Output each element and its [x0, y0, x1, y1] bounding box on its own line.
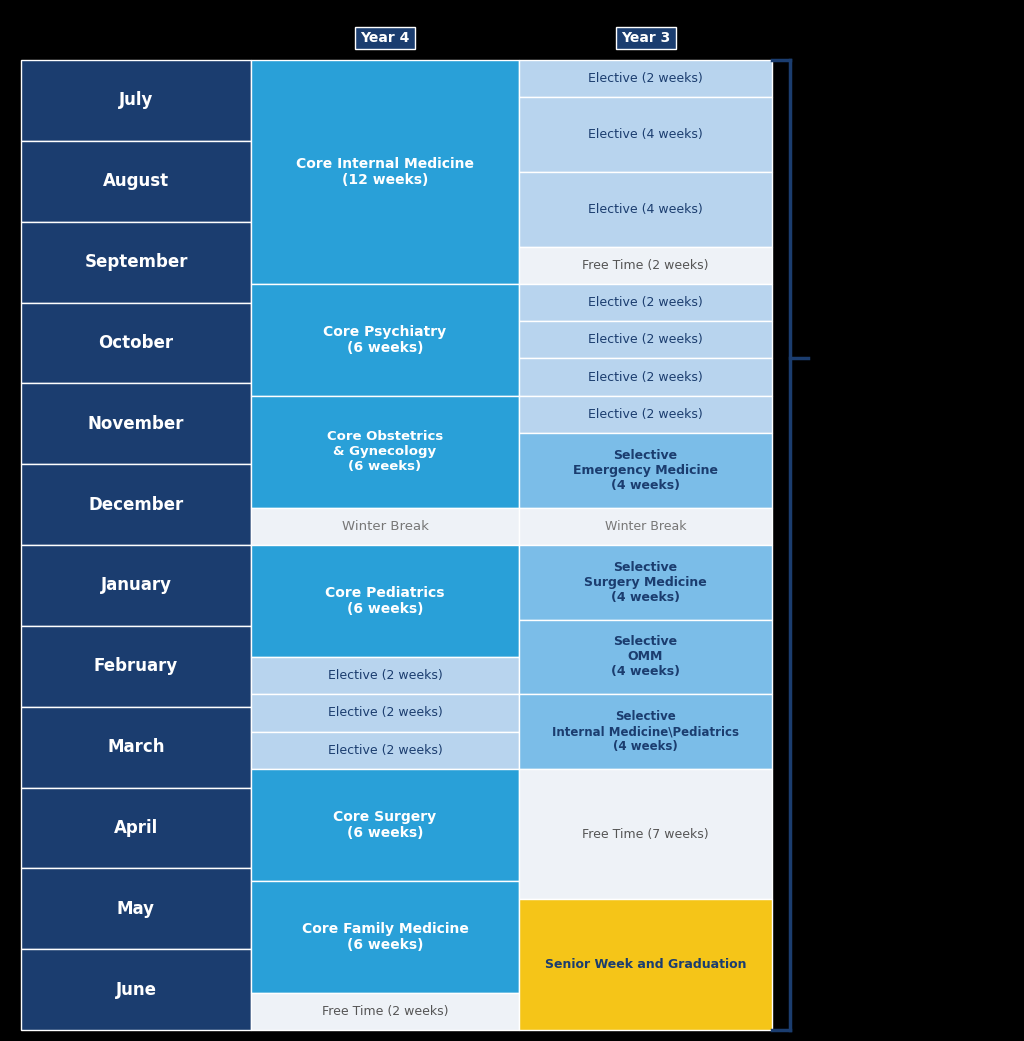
- Text: Selective
Surgery Medicine
(4 weeks): Selective Surgery Medicine (4 weeks): [584, 561, 707, 604]
- Bar: [251, 769, 519, 881]
- Text: December: December: [88, 496, 183, 513]
- Bar: [22, 60, 251, 141]
- Bar: [251, 60, 519, 284]
- Bar: [22, 626, 251, 707]
- Text: Winter Break: Winter Break: [605, 519, 686, 533]
- Text: Elective (2 weeks): Elective (2 weeks): [588, 371, 702, 384]
- Text: Elective (2 weeks): Elective (2 weeks): [588, 408, 702, 421]
- Text: Elective (2 weeks): Elective (2 weeks): [588, 72, 702, 85]
- Bar: [251, 396, 519, 508]
- Bar: [519, 284, 772, 322]
- Text: August: August: [103, 172, 169, 191]
- Bar: [22, 545, 251, 626]
- Bar: [22, 303, 251, 383]
- Text: Free Time (2 weeks): Free Time (2 weeks): [322, 1005, 449, 1018]
- Text: Elective (2 weeks): Elective (2 weeks): [328, 707, 442, 719]
- Bar: [22, 222, 251, 303]
- Text: Core Obstetrics
& Gynecology
(6 weeks): Core Obstetrics & Gynecology (6 weeks): [327, 430, 443, 474]
- Text: Core Pediatrics
(6 weeks): Core Pediatrics (6 weeks): [326, 586, 444, 616]
- Text: Free Time (7 weeks): Free Time (7 weeks): [583, 828, 709, 841]
- Text: Winter Break: Winter Break: [342, 519, 428, 533]
- Text: Elective (2 weeks): Elective (2 weeks): [588, 296, 702, 309]
- Bar: [22, 949, 251, 1030]
- Bar: [22, 141, 251, 222]
- Text: Selective
Emergency Medicine
(4 weeks): Selective Emergency Medicine (4 weeks): [573, 449, 718, 492]
- Text: Year 4: Year 4: [360, 31, 410, 45]
- Text: Free Time (2 weeks): Free Time (2 weeks): [583, 259, 709, 272]
- Bar: [519, 97, 772, 172]
- Bar: [519, 899, 772, 1030]
- Bar: [519, 508, 772, 545]
- Bar: [519, 60, 772, 97]
- Text: Core Internal Medicine
(12 weeks): Core Internal Medicine (12 weeks): [296, 157, 474, 187]
- Bar: [251, 694, 519, 732]
- Text: Selective
OMM
(4 weeks): Selective OMM (4 weeks): [611, 635, 680, 679]
- Bar: [519, 619, 772, 694]
- Text: September: September: [84, 253, 187, 271]
- Text: January: January: [100, 577, 171, 594]
- Bar: [519, 694, 772, 769]
- Text: Elective (2 weeks): Elective (2 weeks): [328, 743, 442, 757]
- Bar: [519, 545, 772, 619]
- Bar: [22, 868, 251, 949]
- Text: February: February: [94, 657, 178, 676]
- Text: July: July: [119, 92, 154, 109]
- Bar: [251, 545, 519, 657]
- Bar: [519, 358, 772, 396]
- Bar: [519, 172, 772, 247]
- Text: May: May: [117, 899, 155, 918]
- Bar: [615, 27, 676, 49]
- Text: October: October: [98, 334, 173, 352]
- Bar: [251, 508, 519, 545]
- Text: Elective (4 weeks): Elective (4 weeks): [588, 128, 702, 142]
- Text: Elective (4 weeks): Elective (4 weeks): [588, 203, 702, 215]
- Text: Selective
Internal Medicine\Pediatrics
(4 weeks): Selective Internal Medicine\Pediatrics (…: [552, 710, 739, 753]
- Bar: [22, 383, 251, 464]
- Bar: [519, 247, 772, 284]
- Text: Elective (2 weeks): Elective (2 weeks): [328, 669, 442, 682]
- Text: Core Surgery
(6 weeks): Core Surgery (6 weeks): [334, 810, 436, 840]
- Bar: [22, 707, 251, 787]
- Text: Senior Week and Graduation: Senior Week and Graduation: [545, 958, 746, 971]
- Bar: [251, 657, 519, 694]
- Bar: [251, 881, 519, 993]
- Text: Elective (2 weeks): Elective (2 weeks): [588, 333, 702, 347]
- Text: April: April: [114, 819, 158, 837]
- Bar: [355, 27, 415, 49]
- Text: March: March: [108, 738, 165, 756]
- Bar: [251, 732, 519, 769]
- Bar: [251, 284, 519, 396]
- Bar: [519, 433, 772, 508]
- Text: Year 3: Year 3: [621, 31, 670, 45]
- Bar: [519, 769, 772, 899]
- Bar: [22, 787, 251, 868]
- Bar: [251, 993, 519, 1030]
- Bar: [22, 464, 251, 545]
- Text: Core Family Medicine
(6 weeks): Core Family Medicine (6 weeks): [301, 921, 468, 951]
- Text: November: November: [88, 414, 184, 433]
- Text: June: June: [116, 981, 157, 998]
- Bar: [519, 322, 772, 358]
- Bar: [519, 396, 772, 433]
- Text: Core Psychiatry
(6 weeks): Core Psychiatry (6 weeks): [324, 325, 446, 355]
